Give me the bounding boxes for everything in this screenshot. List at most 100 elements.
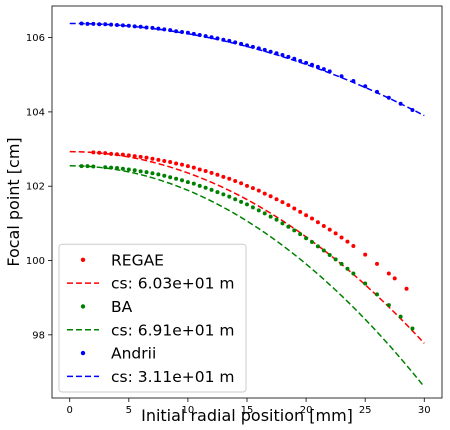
legend-item: Andrii bbox=[80, 345, 156, 363]
data-point bbox=[174, 161, 179, 166]
data-point bbox=[180, 178, 184, 183]
y-tick-label: 104 bbox=[26, 107, 45, 118]
data-point bbox=[333, 231, 338, 236]
data-point bbox=[150, 171, 155, 176]
data-point bbox=[185, 180, 190, 185]
data-point bbox=[304, 236, 309, 241]
data-point bbox=[174, 176, 179, 181]
data-point bbox=[233, 197, 238, 202]
legend-box bbox=[58, 243, 247, 393]
data-point bbox=[191, 165, 196, 170]
x-axis: 0 5 10 15 20 25 30 bbox=[67, 398, 431, 416]
data-point bbox=[221, 174, 226, 179]
data-point bbox=[321, 248, 326, 253]
y-tick-label: 102 bbox=[26, 182, 45, 193]
x-tick-label: 15 bbox=[241, 405, 254, 416]
data-point bbox=[209, 35, 214, 40]
data-point bbox=[239, 199, 244, 204]
data-point bbox=[250, 186, 255, 191]
data-point bbox=[375, 292, 379, 297]
data-point bbox=[292, 206, 297, 211]
data-point bbox=[262, 47, 267, 52]
data-point bbox=[298, 209, 303, 214]
data-point bbox=[203, 168, 208, 173]
data-point bbox=[233, 179, 238, 184]
data-point bbox=[351, 244, 356, 249]
legend-item: BA bbox=[80, 298, 133, 316]
data-point bbox=[132, 154, 137, 159]
x-tick-label: 5 bbox=[126, 405, 132, 416]
data-point bbox=[333, 257, 338, 262]
data-point bbox=[410, 326, 415, 331]
data-point bbox=[351, 271, 356, 276]
data-point bbox=[315, 244, 320, 249]
data-point bbox=[327, 227, 332, 232]
x-tick-label: 20 bbox=[300, 405, 313, 416]
fit-line bbox=[69, 150, 425, 344]
data-point bbox=[250, 205, 255, 210]
x-tick-label: 25 bbox=[359, 405, 372, 416]
x-tick-label: 10 bbox=[182, 405, 195, 416]
data-point bbox=[286, 203, 291, 208]
data-point bbox=[262, 191, 267, 196]
data-point bbox=[144, 155, 149, 160]
series-layer bbox=[69, 21, 425, 388]
data-point bbox=[280, 200, 285, 205]
legend-marker bbox=[80, 257, 86, 263]
data-point bbox=[286, 224, 291, 229]
data-point bbox=[197, 167, 202, 172]
data-point bbox=[85, 21, 90, 26]
data-point bbox=[227, 194, 232, 199]
data-point bbox=[375, 261, 379, 266]
data-point bbox=[221, 192, 226, 197]
legend-label: cs: 6.03e+01 m bbox=[111, 275, 235, 293]
data-point bbox=[191, 31, 196, 36]
data-point bbox=[156, 172, 161, 177]
legend-label: cs: 6.91e+01 m bbox=[111, 321, 235, 339]
data-point bbox=[327, 252, 332, 257]
legend-item: cs: 6.03e+01 m bbox=[67, 275, 235, 293]
data-point bbox=[156, 157, 161, 162]
data-point bbox=[321, 223, 326, 228]
y-axis-label: Focal point [cm] bbox=[4, 137, 23, 266]
data-point bbox=[386, 271, 391, 276]
data-point bbox=[404, 286, 409, 291]
legend-item: REGAE bbox=[80, 251, 164, 269]
data-point bbox=[168, 160, 173, 165]
data-point bbox=[310, 216, 314, 221]
data-point bbox=[363, 84, 368, 89]
data-point bbox=[168, 175, 173, 180]
data-point bbox=[392, 276, 397, 281]
series-cs-6-91e-01-m bbox=[69, 165, 425, 388]
data-point bbox=[321, 67, 326, 72]
data-point bbox=[268, 214, 273, 219]
data-point bbox=[274, 217, 279, 222]
legend-label: BA bbox=[111, 298, 133, 316]
legend: REGAE cs: 6.03e+01 m BA cs: 6.91e+01 m Andri… bbox=[58, 243, 247, 393]
data-point bbox=[191, 181, 196, 186]
x-tick-label: 0 bbox=[67, 405, 73, 416]
data-point bbox=[180, 162, 184, 167]
y-tick-label: 100 bbox=[26, 256, 45, 267]
data-point bbox=[185, 164, 190, 169]
data-point bbox=[120, 166, 125, 171]
data-point bbox=[398, 314, 403, 319]
data-point bbox=[138, 154, 143, 159]
data-point bbox=[274, 197, 279, 202]
data-point bbox=[339, 261, 344, 266]
data-point bbox=[162, 158, 167, 163]
data-point bbox=[268, 194, 273, 199]
data-point bbox=[245, 202, 249, 207]
fit-line bbox=[69, 22, 425, 117]
data-point bbox=[209, 187, 214, 192]
data-point bbox=[310, 239, 314, 244]
data-point bbox=[150, 156, 155, 161]
data-point bbox=[156, 26, 161, 31]
x-tick-label: 30 bbox=[418, 405, 431, 416]
data-point bbox=[256, 208, 261, 213]
data-point bbox=[298, 232, 303, 237]
legend-marker bbox=[80, 350, 86, 356]
data-point bbox=[103, 22, 108, 27]
legend-item: cs: 3.11e+01 m bbox=[67, 368, 235, 386]
